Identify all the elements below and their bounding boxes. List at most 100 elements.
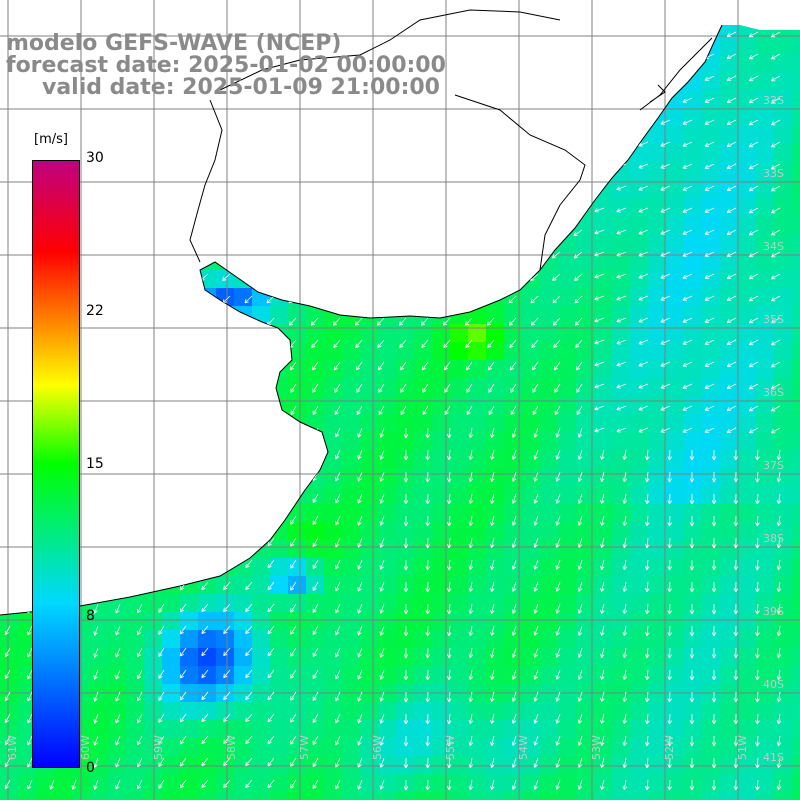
wind-arrow <box>553 361 561 371</box>
wind-arrow <box>379 779 385 790</box>
wind-arrow <box>555 691 561 702</box>
wind-arrow <box>27 647 33 658</box>
wind-arrow <box>223 735 231 745</box>
lon-label: 56W <box>371 735 384 760</box>
wind-arrow <box>726 317 737 323</box>
wind-arrow <box>115 647 121 658</box>
wind-arrow <box>490 449 495 460</box>
wind-arrow <box>645 471 650 483</box>
wind-arrow <box>711 692 717 703</box>
wind-arrow <box>403 757 409 769</box>
lat-label: 34S <box>763 240 784 253</box>
wind-arrow <box>638 251 649 257</box>
wind-arrow <box>425 449 430 461</box>
wind-arrow <box>622 471 628 483</box>
wind-arrow <box>776 779 782 791</box>
wind-arrow <box>312 493 319 504</box>
wind-arrow <box>201 713 209 723</box>
wind-arrow <box>487 339 495 349</box>
wind-arrow <box>748 141 759 148</box>
wind-arrow <box>533 779 539 790</box>
wind-arrow <box>776 669 782 681</box>
wind-arrow <box>531 361 539 371</box>
wind-arrow <box>93 647 99 658</box>
wind-arrow <box>555 449 561 460</box>
wind-arrow <box>136 625 143 636</box>
wind-arrow <box>530 317 539 326</box>
wind-arrow <box>726 361 737 367</box>
wind-arrow <box>490 471 495 482</box>
wind-arrow <box>93 757 99 768</box>
wind-arrow <box>577 427 583 438</box>
wind-arrow <box>136 669 143 680</box>
wind-arrow <box>770 119 781 126</box>
wind-arrow <box>594 361 605 367</box>
wind-arrow <box>223 779 231 789</box>
wind-arrow <box>682 229 693 235</box>
wind-arrow <box>425 493 430 505</box>
wind-arrow <box>245 757 253 767</box>
wind-arrow <box>27 669 33 680</box>
wind-arrow <box>660 295 671 301</box>
wind-arrow <box>201 691 209 701</box>
wind-arrow <box>555 471 561 482</box>
wind-arrow <box>645 669 650 681</box>
wind-arrow <box>377 339 385 349</box>
wind-arrow <box>355 339 363 349</box>
wind-arrow <box>447 471 452 483</box>
wind-arrow <box>312 383 319 393</box>
wind-arrow <box>290 669 297 679</box>
wind-arrow <box>466 405 473 416</box>
wind-arrow <box>158 647 165 657</box>
wind-arrow <box>335 757 341 768</box>
wind-arrow <box>726 295 737 301</box>
wind-arrow <box>223 603 231 613</box>
wind-arrow <box>704 251 715 257</box>
wind-arrow <box>733 515 739 527</box>
wind-arrow <box>711 736 717 747</box>
wind-arrow <box>667 779 672 791</box>
wind-arrow <box>490 427 495 438</box>
wind-arrow <box>332 317 341 326</box>
wind-arrow <box>510 383 517 393</box>
wind-arrow <box>245 625 253 635</box>
colorbar-tick: 8 <box>86 608 95 624</box>
wind-arrow <box>488 383 495 393</box>
wind-arrow <box>379 581 385 592</box>
wind-arrow <box>403 449 409 461</box>
wind-arrow <box>755 471 760 483</box>
wind-arrow <box>93 691 99 702</box>
wind-arrow <box>667 647 672 659</box>
wind-arrow <box>403 647 409 659</box>
wind-arrow <box>770 295 781 302</box>
wind-arrow <box>223 669 231 679</box>
wind-arrow <box>425 669 430 681</box>
wind-arrow <box>689 559 695 571</box>
wind-arrow <box>223 647 231 657</box>
wind-arrow <box>726 185 737 191</box>
wind-arrow <box>638 295 649 301</box>
wind-arrow <box>552 317 561 326</box>
wind-arrow <box>577 581 583 592</box>
wind-arrow <box>4 757 11 768</box>
wind-arrow <box>577 735 583 746</box>
wind-arrow <box>290 405 297 416</box>
lon-label: 55W <box>444 735 457 760</box>
wind-arrow <box>179 669 187 679</box>
wind-arrow <box>158 603 165 613</box>
lat-label: 36S <box>763 386 784 399</box>
wind-arrow <box>312 647 319 658</box>
wind-arrow <box>704 427 715 433</box>
wind-arrow <box>645 691 650 703</box>
wind-arrow <box>748 75 759 82</box>
wind-arrow <box>638 141 649 147</box>
wind-arrow <box>510 405 517 416</box>
wind-arrow <box>289 361 297 371</box>
wind-arrow <box>594 317 605 323</box>
wind-arrow <box>357 559 363 570</box>
wind-arrow <box>511 603 517 614</box>
wind-arrow <box>748 427 759 434</box>
wind-arrow <box>511 559 517 570</box>
wind-arrow <box>490 757 495 768</box>
wind-arrow <box>425 735 430 747</box>
